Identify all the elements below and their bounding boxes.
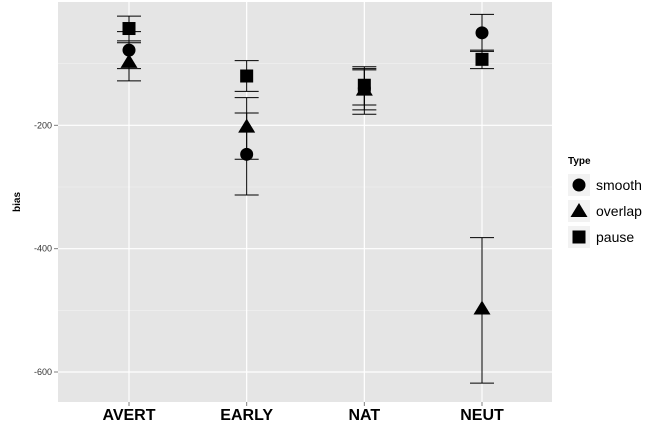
- point-pause: [122, 22, 136, 36]
- y-axis: -200 -400 -600: [34, 120, 58, 377]
- point-smooth: [475, 26, 489, 40]
- legend-title: Type: [568, 156, 591, 167]
- point-pause: [357, 78, 371, 92]
- legend-label-pause: pause: [596, 229, 634, 245]
- point-overlap: [473, 300, 491, 315]
- y-axis-title: bias: [12, 192, 23, 212]
- point-overlap: [120, 53, 138, 68]
- y-tick-label: -400: [34, 244, 52, 254]
- y-tick-label: -200: [34, 120, 52, 130]
- y-tick-label: -600: [34, 367, 52, 377]
- x-axis: AVERT EARLY NAT NEUT: [102, 402, 504, 424]
- legend-marker-overlap: [570, 203, 588, 217]
- point-pause: [475, 52, 489, 66]
- x-tick-label: EARLY: [220, 407, 273, 424]
- x-tick-label: AVERT: [102, 407, 155, 424]
- x-tick-label: NEUT: [460, 407, 504, 424]
- legend-label-smooth: smooth: [596, 177, 642, 193]
- legend-label-overlap: overlap: [596, 203, 642, 219]
- point-smooth: [240, 147, 254, 161]
- point-smooth: [122, 43, 136, 57]
- data-points: [120, 22, 491, 315]
- x-tick-label: NAT: [348, 407, 380, 424]
- legend-marker-pause: [572, 230, 586, 244]
- legend: Type smooth overlap pause: [568, 156, 642, 248]
- point-overlap: [238, 118, 256, 133]
- point-pause: [240, 69, 254, 83]
- legend-marker-smooth: [572, 178, 586, 192]
